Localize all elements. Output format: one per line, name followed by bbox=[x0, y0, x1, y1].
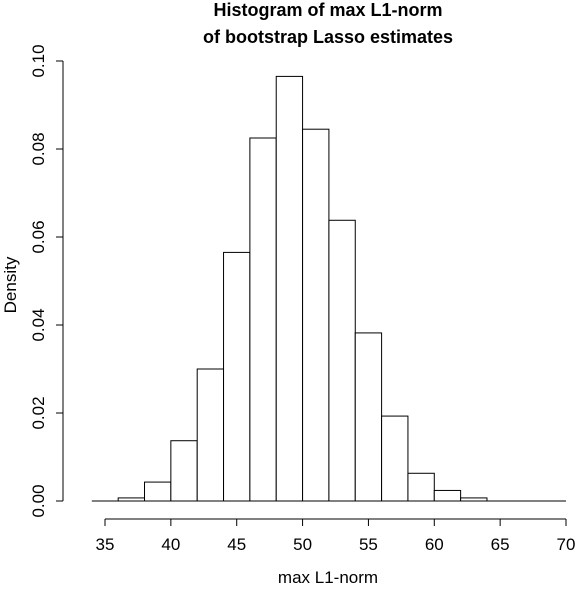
x-tick-label-3: 50 bbox=[293, 535, 312, 554]
histogram-bar-2 bbox=[144, 481, 172, 502]
x-axis-label: max L1-norm bbox=[278, 568, 378, 586]
histogram-bar-6 bbox=[249, 137, 277, 502]
x-tick-label-4: 55 bbox=[359, 535, 378, 554]
x-tick-label-0: 35 bbox=[96, 535, 115, 554]
x-tick-label-6: 65 bbox=[491, 535, 510, 554]
y-tick-label-5: 0.10 bbox=[29, 44, 48, 77]
y-axis: 0.00 0.02 0.04 0.06 0.08 0.10 bbox=[29, 44, 64, 518]
x-axis: 35 40 45 50 55 60 65 70 bbox=[96, 518, 576, 554]
chart-title-line-1: Histogram of max L1-norm bbox=[213, 0, 442, 20]
x-tick-label-1: 40 bbox=[161, 535, 180, 554]
x-tick-label-5: 60 bbox=[425, 535, 444, 554]
x-tick-label-7: 70 bbox=[557, 535, 576, 554]
y-axis-label: Density bbox=[1, 256, 20, 313]
chart-title-line-2: of bootstrap Lasso estimates bbox=[203, 27, 453, 47]
histogram-bar-10 bbox=[354, 332, 383, 502]
histogram-bar-7 bbox=[275, 75, 304, 502]
x-tick-label-2: 45 bbox=[227, 535, 246, 554]
chart-title: Histogram of max L1-norm of bootstrap La… bbox=[203, 0, 453, 47]
y-tick-label-1: 0.02 bbox=[29, 396, 48, 429]
histogram-bar-5 bbox=[223, 251, 251, 502]
histogram-bar-9 bbox=[328, 219, 356, 502]
y-tick-label-0: 0.00 bbox=[29, 484, 48, 517]
y-tick-label-4: 0.08 bbox=[29, 132, 48, 165]
y-tick-label-3: 0.06 bbox=[29, 220, 48, 253]
y-tick-label-2: 0.04 bbox=[29, 308, 48, 341]
histogram-bar-11 bbox=[381, 415, 409, 502]
histogram-bar-3 bbox=[170, 440, 198, 502]
histogram-bars bbox=[117, 75, 488, 502]
histogram-bar-12 bbox=[407, 472, 435, 502]
histogram-bar-4 bbox=[196, 368, 225, 502]
histogram-bar-13 bbox=[433, 489, 462, 502]
histogram-bar-8 bbox=[302, 128, 330, 502]
